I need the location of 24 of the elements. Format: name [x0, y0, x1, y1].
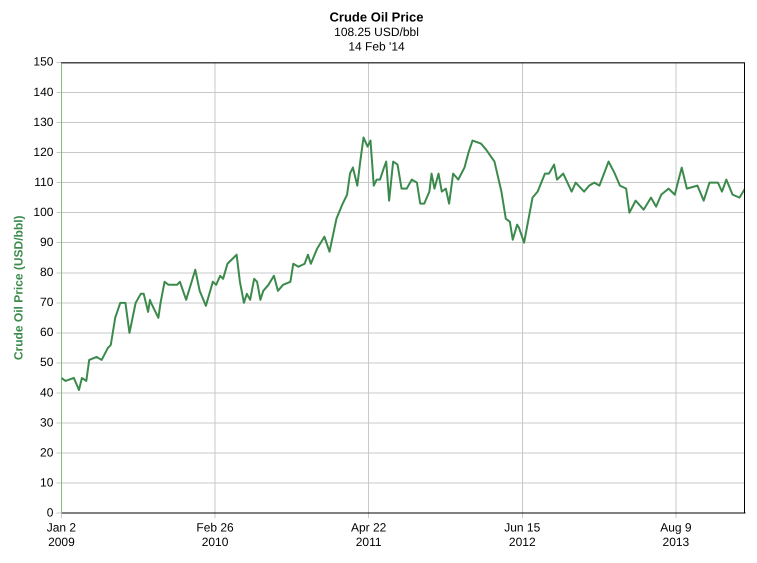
y-tick-label: 90 [40, 235, 54, 250]
y-tick-label: 100 [33, 204, 54, 219]
y-tick-label: 20 [40, 445, 54, 460]
y-tick-label: 130 [33, 114, 54, 129]
x-tick-label: Feb 26 2010 [196, 520, 234, 550]
y-tick-label: 50 [40, 355, 54, 370]
chart-subtitle: 108.25 USD/bbl 14 Feb '14 [334, 25, 419, 54]
y-tick-label: 110 [34, 174, 54, 189]
y-tick-label: 10 [40, 475, 54, 490]
y-tick-label: 60 [40, 325, 54, 340]
chart-title: Crude Oil Price [330, 9, 424, 24]
x-tick-label: Jan 2 2009 [46, 520, 76, 550]
x-tick-label: Jun 15 2012 [504, 520, 541, 550]
y-tick-label: 140 [33, 84, 54, 99]
y-tick-label: 30 [40, 415, 54, 430]
y-tick-label: 40 [40, 385, 54, 400]
x-tick-label: Apr 22 2011 [350, 520, 387, 550]
x-tick-label: Aug 9 2013 [660, 520, 692, 550]
y-tick-label: 80 [40, 265, 54, 280]
y-tick-label: 0 [46, 506, 54, 520]
y-tick-label: 150 [33, 54, 54, 69]
y-axis-title: Crude Oil Price (USD/bbl) [12, 215, 26, 360]
y-tick-label: 70 [40, 295, 54, 310]
y-tick-label: 120 [33, 144, 54, 159]
